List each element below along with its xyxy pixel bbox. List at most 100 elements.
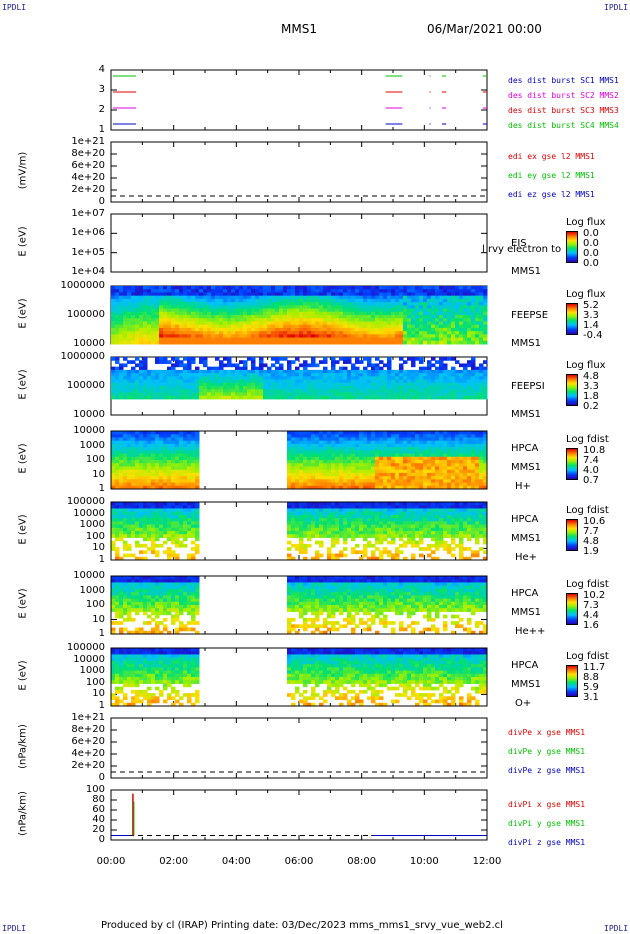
- spectrogram-cell: [427, 469, 432, 474]
- spectrogram-cell: [207, 389, 212, 393]
- spectrogram-cell: [179, 327, 184, 332]
- spectrogram-cell: [247, 392, 252, 397]
- spectrogram-cell: [387, 469, 392, 474]
- spectrogram-cell: [379, 311, 384, 316]
- spectrogram-cell: [287, 360, 292, 364]
- spectrogram-cell: [295, 534, 300, 538]
- spectrogram-cell: [447, 389, 452, 393]
- spectrogram-cell: [375, 305, 380, 310]
- spectrogram-cell: [347, 331, 352, 335]
- spectrogram-cell: [355, 389, 360, 393]
- spectrogram-cell: [327, 472, 332, 477]
- spectrogram-cell: [151, 337, 156, 342]
- spectrogram-cell: [335, 289, 340, 293]
- spectrogram-cell: [319, 543, 324, 548]
- spectrogram-cell: [119, 286, 124, 290]
- spectrogram-cell: [343, 292, 348, 297]
- spectrogram-cell: [335, 518, 340, 522]
- spectrogram-cell: [423, 373, 428, 377]
- spectrogram-cell: [427, 447, 432, 451]
- spectrogram-cell: [431, 363, 436, 368]
- spectrogram-cell: [419, 315, 424, 319]
- spectrogram-cell: [275, 389, 280, 393]
- spectrogram-cell: [219, 376, 224, 381]
- spectrogram-cell: [267, 315, 272, 319]
- spectrogram-cell: [439, 485, 444, 490]
- spectrogram-cell: [147, 308, 152, 313]
- spectrogram-cell: [287, 556, 292, 561]
- spectrogram-cell: [119, 443, 124, 448]
- spectrogram-cell: [283, 386, 288, 390]
- spectrogram-cell: [155, 543, 160, 548]
- spectrogram-cell: [403, 479, 408, 484]
- spectrogram-cell: [343, 531, 348, 535]
- spectrogram-cell: [191, 305, 196, 310]
- spectrogram-cell: [443, 453, 448, 458]
- spectrogram-cell: [419, 485, 424, 490]
- spectrogram-cell: [459, 460, 464, 464]
- spectrogram-cell: [187, 531, 192, 535]
- spectrogram-cell: [291, 437, 296, 442]
- spectrogram-cell: [343, 540, 348, 545]
- spectrogram-cell: [439, 456, 444, 461]
- spectrogram-cell: [159, 453, 164, 458]
- spectrogram-cell: [299, 318, 304, 322]
- spectrogram-cell: [427, 463, 432, 467]
- spectrogram-cell: [203, 379, 208, 384]
- spectrogram-cell: [443, 395, 448, 400]
- spectrogram-cell: [435, 366, 440, 371]
- spectrogram-cell: [155, 331, 160, 335]
- spectrogram-cell: [231, 386, 236, 390]
- spectrogram-cell: [471, 340, 476, 345]
- spectrogram-cell: [243, 327, 248, 332]
- spectrogram-cell: [355, 331, 360, 335]
- spectrogram-cell: [355, 318, 360, 322]
- spectrogram-cell: [199, 392, 204, 397]
- spectrogram-cell: [111, 321, 116, 326]
- spectrogram-cell: [239, 366, 244, 371]
- spectrogram-cell: [183, 508, 188, 513]
- spectrogram-cell: [207, 302, 212, 306]
- spectrogram-cell: [363, 456, 368, 461]
- spectrogram-cell: [335, 318, 340, 322]
- spectrogram-cell: [431, 386, 436, 390]
- spectrogram-cell: [155, 440, 160, 445]
- spectrogram-cell: [331, 324, 336, 329]
- spectrogram-cell: [223, 357, 228, 361]
- spectrogram-cell: [463, 376, 468, 381]
- spectrogram-cell: [171, 527, 176, 532]
- spectrogram-cell: [139, 550, 144, 555]
- spectrogram-cell: [299, 456, 304, 461]
- spectrogram-cell: [463, 315, 468, 319]
- spectrogram-cell: [451, 311, 456, 316]
- spectrogram-cell: [347, 305, 352, 310]
- spectrogram-cell: [335, 553, 340, 558]
- spectrogram-cell: [215, 392, 220, 397]
- spectrogram-cell: [111, 547, 116, 551]
- spectrogram-cell: [323, 456, 328, 461]
- spectrogram-cell: [123, 531, 128, 535]
- spectrogram-cell: [159, 379, 164, 384]
- spectrogram-cell: [203, 289, 208, 293]
- spectrogram-cell: [195, 340, 200, 345]
- y-tick-label: 100000: [66, 380, 105, 391]
- spectrogram-cell: [347, 373, 352, 377]
- spectrogram-cell: [339, 379, 344, 384]
- spectrogram-cell: [395, 466, 400, 471]
- spectrogram-cell: [451, 466, 456, 471]
- spectrogram-cell: [111, 379, 116, 384]
- spectrogram-cell: [235, 373, 240, 377]
- spectrogram-cell: [335, 479, 340, 484]
- spectrogram-cell: [131, 466, 136, 471]
- spectrogram-cell: [195, 547, 200, 551]
- spectrogram-cell: [391, 460, 396, 464]
- spectrogram-cell: [391, 482, 396, 487]
- spectrogram-cell: [275, 305, 280, 310]
- spectrogram-cell: [343, 508, 348, 513]
- spectrogram-cell: [327, 505, 332, 509]
- spectrogram-cell: [219, 389, 224, 393]
- spectrogram-cell: [139, 479, 144, 484]
- spectrogram-cell: [327, 286, 332, 290]
- spectrogram-cell: [411, 334, 416, 339]
- spectrogram-cell: [323, 502, 328, 506]
